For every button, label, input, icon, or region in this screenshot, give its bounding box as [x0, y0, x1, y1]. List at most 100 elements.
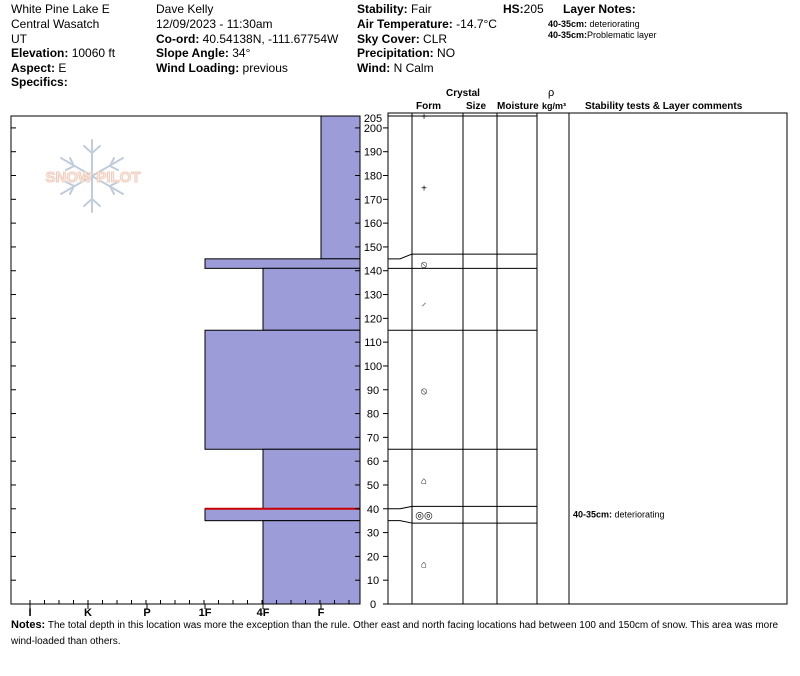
slope-label: Slope Angle: [156, 46, 229, 60]
profile-grid: 0 10 20 30 40 50 60 70 80 90 100 110 120 130 140 150 160… [10, 112, 788, 619]
state-name: UT [11, 32, 27, 46]
hardness-bar [320, 115, 361, 260]
hs-value: 205 [523, 2, 544, 16]
grain-symbol: ⦸ [421, 386, 428, 397]
elevation-value: 10060 ft [71, 46, 116, 60]
grain-symbol: ⸝ [422, 298, 427, 309]
sky-label: Sky Cover: [357, 32, 420, 46]
grain-symbol: ⌂ [421, 476, 427, 487]
elevation: Elevation: 10060 ft [11, 46, 115, 60]
logo-text: SNOW PILOT [46, 169, 141, 186]
layer-comment-range: 40-35cm: [573, 510, 615, 520]
depth-tick-label: 10 [367, 575, 379, 587]
hardness-bar [204, 329, 361, 450]
depth-tick-label: 110 [364, 337, 382, 349]
depth-tick-label: 170 [364, 194, 382, 206]
layer-note-text: Problematic layer [587, 30, 657, 40]
location-name: White Pine Lake E [11, 2, 110, 16]
grain-symbol: ⦸ [421, 260, 428, 271]
hardness-bar [262, 448, 361, 510]
depth-tick-label: 120 [364, 313, 382, 325]
depth-tick-label: 50 [367, 480, 379, 492]
layer-note-text: deteriorating [589, 19, 640, 29]
layer-comment-text: deteriorating [615, 510, 665, 520]
depth-tick-label: 80 [367, 409, 379, 421]
depth-tick-label: 160 [364, 218, 382, 230]
snowpilot-logo: SNOW PILOT [45, 139, 141, 213]
depth-tick-label: 205 [364, 113, 382, 125]
wind-label: Wind: [357, 61, 391, 75]
depth-tick-label: 190 [364, 147, 382, 159]
depth-tick-label: 100 [364, 361, 382, 373]
depth-tick-label: 60 [367, 456, 379, 468]
grain-symbol: ◎◎ [415, 511, 433, 522]
table-frame [387, 112, 788, 605]
coordinates: Co-ord: 40.54138N, -111.67754W [156, 32, 338, 46]
slope-angle: Slope Angle: 34° [156, 46, 250, 60]
precip-label: Precipitation: [357, 46, 434, 60]
coord-label: Co-ord: [156, 32, 200, 46]
wind-value: N Calm [393, 61, 434, 75]
datetime: 12/09/2023 - 11:30am [156, 17, 273, 31]
layer-note-range: 40-35cm: [548, 19, 588, 29]
notes-label: Notes: [11, 619, 46, 631]
stability-value: Fair [411, 2, 432, 16]
wind-loading: Wind Loading: previous [156, 61, 288, 75]
stability-label: Stability: [357, 2, 408, 16]
layer-notes-label: Layer Notes: [563, 2, 636, 16]
layer-note-range: 40-35cm: [548, 30, 588, 40]
depth-tick-label: 30 [367, 528, 379, 540]
layer-note-1: 40-35cm: deteriorating [548, 19, 640, 29]
range-name: Central Wasatch [11, 17, 100, 31]
layer-note-2: 40-35cm:Problematic layer [548, 30, 657, 40]
hardness-label: I [28, 607, 31, 619]
hardness-label: K [84, 607, 92, 619]
observer: Dave Kelly [156, 2, 214, 16]
wind: Wind: N Calm [357, 61, 434, 75]
layer-connector [388, 505, 413, 510]
wind-loading-label: Wind Loading: [156, 61, 240, 75]
depth-tick-label: 130 [364, 290, 382, 302]
depth-tick-label: 140 [364, 266, 382, 278]
depth-tick-label: 70 [367, 432, 379, 444]
form-header: Form [416, 101, 441, 112]
depth-tick-label: 40 [367, 504, 379, 516]
depth-tick-label: 180 [364, 171, 382, 183]
notes: Notes: The total depth in this location … [11, 617, 786, 650]
depth-tick-label: 90 [367, 385, 379, 397]
hardness-label: F [318, 607, 325, 619]
sky-value: CLR [423, 32, 448, 46]
slope-value: 34° [232, 46, 251, 60]
layer-connector [388, 520, 413, 524]
specifics-label: Specifics: [11, 75, 68, 89]
hs-label: HS: [503, 2, 524, 16]
air-temp-label: Air Temperature: [357, 17, 453, 31]
size-header: Size [466, 101, 487, 112]
hardness-bar [204, 508, 361, 522]
moisture-header: Moisture [497, 101, 539, 112]
depth-tick-label: 0 [370, 599, 376, 611]
hardness-label: 1F [199, 607, 212, 619]
snow-profile-chart: SNOW PILOT 0 10 20 30 40 50 60 70 80 90 100 110 120 1… [10, 112, 788, 619]
grain-symbol: + [421, 183, 427, 194]
hardness-frame [10, 115, 361, 605]
comments-header: Stability tests & Layer comments [585, 101, 743, 112]
precipitation: Precipitation: NO [357, 46, 455, 60]
sky-cover: Sky Cover: CLR [357, 32, 447, 46]
depth-tick-label: 20 [367, 551, 379, 563]
elevation-label: Elevation: [11, 46, 69, 60]
wind-loading-value: previous [242, 61, 288, 75]
aspect: Aspect: E [11, 61, 66, 75]
aspect-value: E [58, 61, 67, 75]
stability: Stability: Fair [357, 2, 432, 16]
layer-connector [388, 253, 413, 260]
depth-tick-label: 150 [364, 242, 382, 254]
coord-value: 40.54138N, -111.67754W [202, 32, 339, 46]
air-temp-value: -14.7°C [456, 17, 497, 31]
hardness-bar [204, 258, 361, 269]
density-symbol: ρ [548, 87, 555, 99]
hardness-label: 4F [257, 607, 270, 619]
grain-symbol: ⌂ [421, 560, 427, 571]
hardness-label: P [143, 607, 150, 619]
grain-symbol: + [421, 112, 427, 123]
